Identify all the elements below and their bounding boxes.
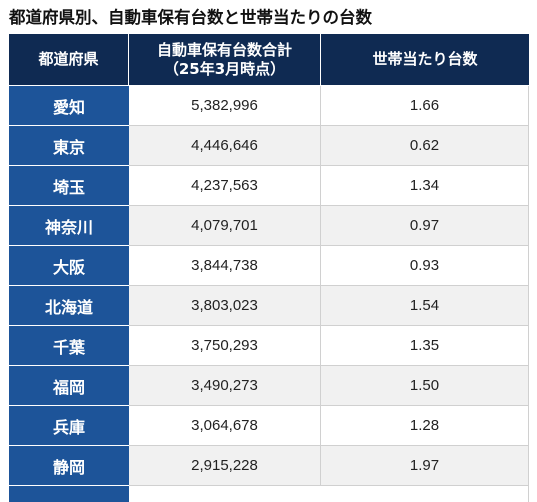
table-body: 愛知 5,382,996 1.66 東京 4,446,646 0.62 埼玉 4… bbox=[9, 86, 529, 502]
header-prefecture: 都道府県 bbox=[9, 34, 129, 85]
row-prefecture: 愛知 bbox=[9, 86, 129, 126]
row-prefecture: 東京 bbox=[9, 126, 129, 166]
table-row: 愛知 5,382,996 1.66 bbox=[9, 86, 529, 126]
row-per-household: 0.62 bbox=[321, 126, 529, 165]
table-header: 都道府県 自動車保有台数合計 （25年3月時点） 世帯当たり台数 bbox=[9, 34, 529, 86]
row-values-cut-off bbox=[129, 486, 529, 502]
row-total: 3,750,293 bbox=[129, 326, 321, 365]
table-row: 埼玉 4,237,563 1.34 bbox=[9, 166, 529, 206]
row-prefecture: 福岡 bbox=[9, 366, 129, 406]
row-total: 3,803,023 bbox=[129, 286, 321, 325]
header-total-period: （25年3月時点） bbox=[163, 59, 286, 78]
table-row: 兵庫 3,064,678 1.28 bbox=[9, 406, 529, 446]
header-per-household: 世帯当たり台数 bbox=[321, 34, 529, 85]
row-per-household: 0.97 bbox=[321, 206, 529, 245]
row-per-household: 1.34 bbox=[321, 166, 529, 205]
header-total: 自動車保有台数合計 （25年3月時点） bbox=[129, 34, 321, 85]
table-row-cut-off bbox=[9, 486, 529, 502]
row-per-household: 1.66 bbox=[321, 86, 529, 125]
header-per-household-label: 世帯当たり台数 bbox=[372, 50, 478, 68]
row-prefecture: 大阪 bbox=[9, 246, 129, 286]
row-total: 3,064,678 bbox=[129, 406, 321, 445]
table-row: 東京 4,446,646 0.62 bbox=[9, 126, 529, 166]
table-row: 神奈川 4,079,701 0.97 bbox=[9, 206, 529, 246]
row-prefecture-cut-off bbox=[9, 486, 129, 502]
table-row: 福岡 3,490,273 1.50 bbox=[9, 366, 529, 406]
table-row: 静岡 2,915,228 1.97 bbox=[9, 446, 529, 486]
row-prefecture: 千葉 bbox=[9, 326, 129, 366]
row-per-household: 1.50 bbox=[321, 366, 529, 405]
table-row: 千葉 3,750,293 1.35 bbox=[9, 326, 529, 366]
row-total: 4,079,701 bbox=[129, 206, 321, 245]
row-total: 2,915,228 bbox=[129, 446, 321, 485]
header-prefecture-label: 都道府県 bbox=[38, 50, 99, 68]
row-per-household: 1.97 bbox=[321, 446, 529, 485]
table-row: 北海道 3,803,023 1.54 bbox=[9, 286, 529, 326]
header-total-label: 自動車保有台数合計 bbox=[156, 40, 292, 59]
row-total: 3,844,738 bbox=[129, 246, 321, 285]
row-prefecture: 兵庫 bbox=[9, 406, 129, 446]
row-total: 4,446,646 bbox=[129, 126, 321, 165]
row-total: 4,237,563 bbox=[129, 166, 321, 205]
row-prefecture: 北海道 bbox=[9, 286, 129, 326]
row-prefecture: 埼玉 bbox=[9, 166, 129, 206]
row-per-household: 0.93 bbox=[321, 246, 529, 285]
row-total: 3,490,273 bbox=[129, 366, 321, 405]
table-row: 大阪 3,844,738 0.93 bbox=[9, 246, 529, 286]
row-total: 5,382,996 bbox=[129, 86, 321, 125]
data-table: 都道府県 自動車保有台数合計 （25年3月時点） 世帯当たり台数 愛知 5,38… bbox=[9, 34, 529, 502]
row-per-household: 1.35 bbox=[321, 326, 529, 365]
row-prefecture: 静岡 bbox=[9, 446, 129, 486]
row-per-household: 1.54 bbox=[321, 286, 529, 325]
page-title: 都道府県別、自動車保有台数と世帯当たりの台数 bbox=[9, 8, 372, 27]
row-prefecture: 神奈川 bbox=[9, 206, 129, 246]
row-per-household: 1.28 bbox=[321, 406, 529, 445]
